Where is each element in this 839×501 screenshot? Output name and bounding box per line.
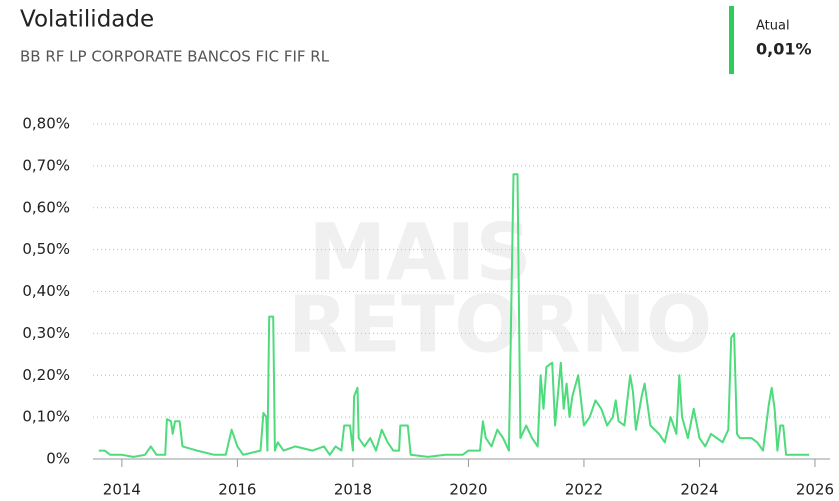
subtitle: BB RF LP CORPORATE BANCOS FIC FIF RL bbox=[20, 48, 330, 66]
x-tick-label: 2014 bbox=[103, 481, 141, 499]
y-tick-label: 0,40% bbox=[22, 282, 70, 300]
x-tick-label: 2016 bbox=[218, 481, 256, 499]
watermark: MAIS bbox=[308, 208, 531, 298]
y-tick-label: 0,70% bbox=[22, 156, 70, 174]
title: Volatilidade bbox=[20, 7, 154, 33]
watermark: RETORNO bbox=[288, 280, 713, 370]
x-tick-label: 2024 bbox=[680, 481, 718, 499]
y-tick-label: 0,80% bbox=[22, 115, 70, 133]
current-label: Atual bbox=[756, 19, 790, 34]
x-tick-label: 2026 bbox=[796, 481, 834, 499]
current-value: 0,01% bbox=[756, 40, 812, 59]
x-tick-label: 2020 bbox=[449, 481, 487, 499]
y-tick-label: 0,30% bbox=[22, 324, 70, 342]
y-tick-label: 0,10% bbox=[22, 408, 70, 426]
x-tick-label: 2022 bbox=[565, 481, 603, 499]
y-tick-label: 0,20% bbox=[22, 366, 70, 384]
x-tick-label: 2018 bbox=[334, 481, 372, 499]
y-tick-label: 0% bbox=[46, 450, 70, 468]
y-tick-label: 0,50% bbox=[22, 240, 70, 258]
current-marker bbox=[729, 6, 734, 74]
series-line bbox=[98, 173, 810, 458]
y-tick-label: 0,60% bbox=[22, 198, 70, 216]
